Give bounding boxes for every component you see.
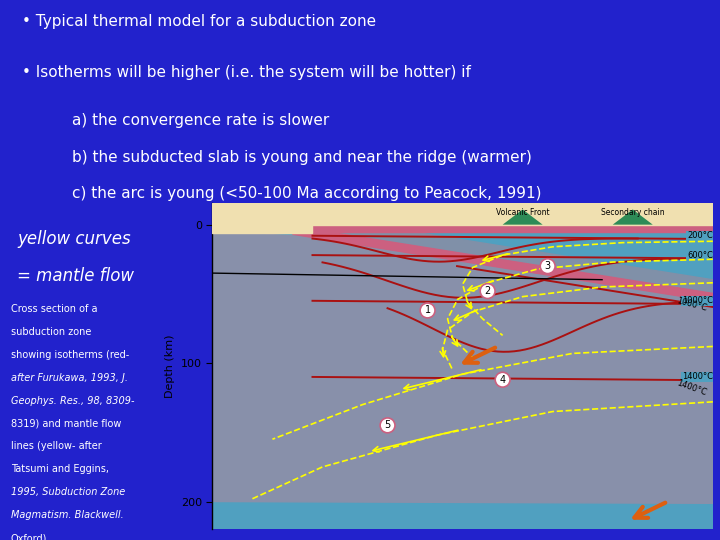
Text: Magmatism. Blackwell.: Magmatism. Blackwell.	[11, 510, 124, 521]
Text: 3: 3	[544, 261, 551, 271]
Text: c) the arc is young (<50-100 Ma according to Peacock, 1991): c) the arc is young (<50-100 Ma accordin…	[72, 186, 541, 201]
Text: b) the subducted slab is young and near the ridge (warmer): b) the subducted slab is young and near …	[72, 150, 532, 165]
Text: • Typical thermal model for a subduction zone: • Typical thermal model for a subduction…	[22, 14, 376, 29]
Text: 1: 1	[425, 306, 431, 315]
Text: yellow curves: yellow curves	[17, 230, 131, 247]
Text: lines (yellow- after: lines (yellow- after	[11, 442, 102, 451]
Text: after Furukawa, 1993, J.: after Furukawa, 1993, J.	[11, 373, 128, 383]
Text: Oxford).: Oxford).	[11, 534, 50, 540]
Text: Volcanic Front: Volcanic Front	[496, 208, 549, 217]
Text: 1995, Subduction Zone: 1995, Subduction Zone	[11, 488, 125, 497]
Text: = mantle flow: = mantle flow	[17, 267, 134, 285]
Polygon shape	[292, 228, 720, 540]
Text: • Isotherms will be higher (i.e. the system will be hotter) if: • Isotherms will be higher (i.e. the sys…	[22, 65, 470, 80]
Text: Tatsumi and Eggins,: Tatsumi and Eggins,	[11, 464, 109, 475]
Text: showing isotherms (red-: showing isotherms (red-	[11, 350, 129, 360]
Polygon shape	[212, 225, 713, 232]
Text: 1400°C: 1400°C	[682, 373, 713, 381]
Text: 1400°C: 1400°C	[675, 379, 708, 397]
Polygon shape	[212, 225, 312, 233]
Polygon shape	[212, 202, 713, 225]
Text: a) the convergence rate is slower: a) the convergence rate is slower	[72, 113, 329, 129]
Polygon shape	[212, 232, 720, 508]
Text: 1000°C: 1000°C	[682, 296, 713, 305]
Text: 8319) and mantle flow: 8319) and mantle flow	[11, 418, 121, 429]
Text: 1000°C: 1000°C	[675, 296, 708, 313]
Text: 200°C: 200°C	[687, 231, 713, 240]
Text: Geophys. Res., 98, 8309-: Geophys. Res., 98, 8309-	[11, 395, 135, 406]
Polygon shape	[299, 218, 720, 540]
Text: 4: 4	[500, 375, 505, 384]
Polygon shape	[613, 210, 653, 225]
Text: subduction zone: subduction zone	[11, 327, 91, 337]
Text: 2: 2	[485, 286, 491, 296]
Y-axis label: Depth (km): Depth (km)	[166, 334, 175, 397]
Text: Secondary chain: Secondary chain	[601, 208, 665, 217]
Polygon shape	[503, 210, 543, 225]
Text: 5: 5	[384, 420, 391, 430]
Text: 600°C: 600°C	[687, 251, 713, 260]
Text: Cross section of a: Cross section of a	[11, 303, 97, 314]
